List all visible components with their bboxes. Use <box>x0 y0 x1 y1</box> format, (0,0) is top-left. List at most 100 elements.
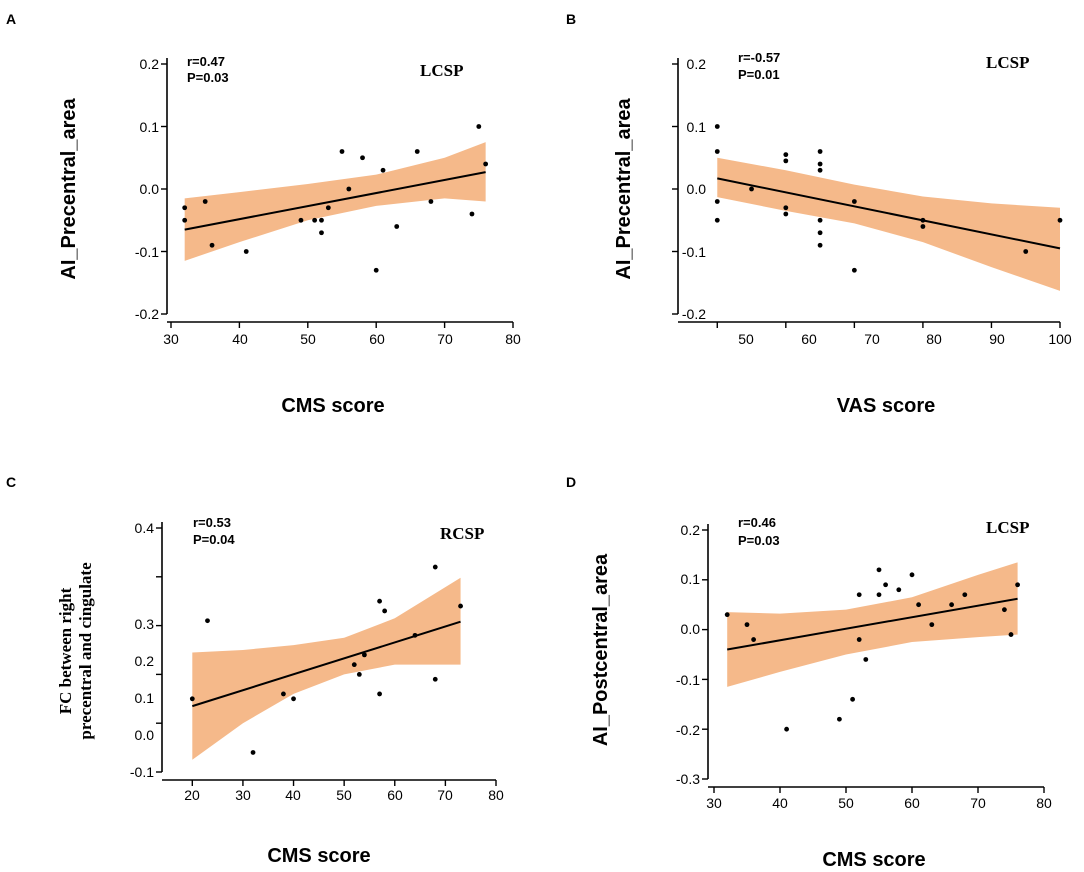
data-point <box>876 567 882 573</box>
data-point <box>1008 632 1014 637</box>
y-tick-label: -0.1 <box>135 244 159 260</box>
data-point <box>929 622 935 628</box>
data-point <box>412 632 418 638</box>
data-point <box>962 592 968 598</box>
y-tick-label: 0.2 <box>681 522 701 538</box>
y-tick-label: -0.2 <box>682 306 706 322</box>
x-tick-label: 20 <box>184 787 200 803</box>
data-point <box>291 696 296 702</box>
data-point <box>949 602 954 608</box>
data-point <box>714 124 720 129</box>
data-point <box>714 149 720 154</box>
data-point <box>751 637 756 642</box>
data-point <box>205 618 210 624</box>
y-tick-label: 0.0 <box>140 181 160 197</box>
data-point <box>319 230 324 236</box>
x-tick-label: 80 <box>926 331 942 347</box>
data-point <box>817 242 823 248</box>
x-tick-label: 70 <box>970 795 986 811</box>
data-point <box>863 657 869 662</box>
data-point <box>202 199 208 204</box>
data-point <box>325 205 331 211</box>
panel-a-plot <box>161 58 514 328</box>
x-tick-label: 30 <box>235 787 251 803</box>
x-tick-label: 60 <box>369 331 385 347</box>
x-tick-label: 90 <box>989 331 1005 347</box>
data-point <box>182 205 188 211</box>
data-point <box>749 186 754 192</box>
data-point <box>189 696 195 702</box>
panel-letter-b: B <box>566 11 576 27</box>
panel-d-plot <box>702 524 1045 793</box>
y-axis-title-line-1: FC between right <box>56 587 75 714</box>
panel-c-ticks: 20 30 40 50 60 70 80 -0.1 0.0 0.1 0.2 0.… <box>130 520 504 803</box>
data-point <box>298 217 304 223</box>
data-point <box>377 598 382 604</box>
x-tick-label: 40 <box>772 795 788 811</box>
data-point <box>182 217 188 223</box>
data-point <box>876 592 882 598</box>
data-point <box>896 587 902 593</box>
data-point <box>432 564 438 570</box>
data-point <box>319 217 324 223</box>
y-tick-label: 0.1 <box>140 119 160 135</box>
data-point <box>783 211 789 217</box>
y-axis-title: AI_Precentral_area <box>613 98 635 280</box>
data-point <box>362 652 367 658</box>
y-axis-title: AI_Postcentral_area <box>590 553 612 746</box>
stat-r-value: r=0.47 <box>187 54 225 69</box>
data-point <box>1015 582 1020 588</box>
x-tick-label: 80 <box>505 331 521 347</box>
y-tick-label: -0.2 <box>135 306 159 322</box>
x-tick-label: 60 <box>801 331 817 347</box>
panel-a: A 30 40 50 60 70 80 -0.2 -0.1 0.0 0.1 0.… <box>6 11 521 417</box>
x-tick-label: 40 <box>232 331 248 347</box>
data-point <box>744 622 750 628</box>
group-label: LCSP <box>986 518 1029 537</box>
data-point <box>1057 217 1063 223</box>
x-tick-label: 60 <box>387 787 403 803</box>
y-tick-label: -0.3 <box>676 771 700 787</box>
panel-b: B 50 60 70 80 90 100 -0.2 -0.1 0.0 0.1 0… <box>566 11 1072 417</box>
y-tick-label: -0.1 <box>676 672 700 688</box>
y-tick-label: 0.2 <box>140 56 160 72</box>
y-tick-label: -0.1 <box>682 244 706 260</box>
confidence-band <box>192 577 461 760</box>
data-point <box>783 205 789 211</box>
data-point <box>394 224 400 229</box>
y-tick-label: 0.1 <box>135 690 155 706</box>
data-point <box>783 158 789 164</box>
data-point <box>909 572 915 578</box>
group-label: RCSP <box>440 524 484 543</box>
group-label: LCSP <box>420 61 463 80</box>
regression-line <box>727 597 1018 651</box>
data-point <box>476 124 482 129</box>
confidence-band <box>717 157 1060 291</box>
data-point <box>724 612 730 618</box>
panel-b-ticks: 50 60 70 80 90 100 -0.2 -0.1 0.0 0.1 0.2 <box>682 56 1072 347</box>
data-point <box>339 149 345 154</box>
stat-r-value: r=-0.57 <box>738 50 780 65</box>
data-point <box>916 602 921 608</box>
y-tick-label: 0.0 <box>687 181 707 197</box>
x-tick-label: 80 <box>1036 795 1052 811</box>
data-point <box>382 608 388 614</box>
panel-d: D 30 40 50 60 70 80 -0.3 -0.2 -0.1 0.0 0… <box>566 474 1052 871</box>
x-tick-label: 50 <box>738 331 754 347</box>
data-point <box>373 267 379 273</box>
data-point <box>281 691 286 697</box>
data-point <box>817 217 823 223</box>
y-tick-label: 0.3 <box>135 616 155 632</box>
x-axis-title: CMS score <box>822 849 925 871</box>
data-point <box>784 726 789 732</box>
panel-a-ticks: 30 40 50 60 70 80 -0.2 -0.1 0.0 0.1 0.2 <box>135 56 521 347</box>
x-tick-label: 100 <box>1048 331 1072 347</box>
data-point <box>377 691 382 697</box>
data-point <box>837 716 842 722</box>
data-point <box>883 582 888 588</box>
x-tick-label: 70 <box>864 331 880 347</box>
data-point <box>346 186 352 192</box>
y-tick-label: 0.1 <box>681 571 701 587</box>
x-tick-label: 80 <box>488 787 504 803</box>
